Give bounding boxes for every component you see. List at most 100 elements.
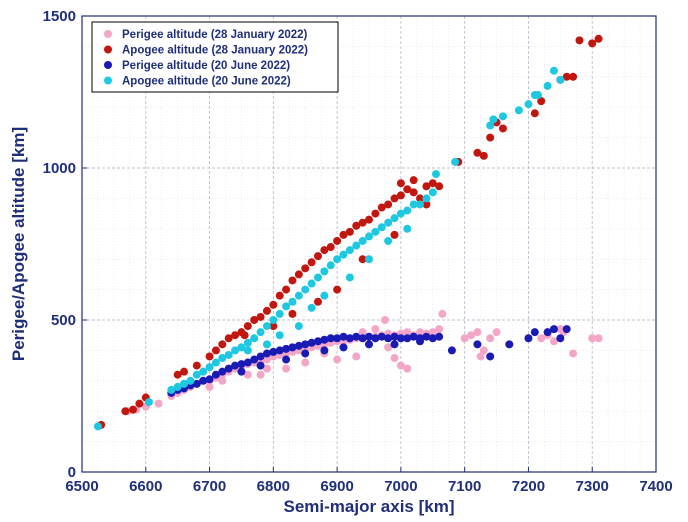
data-point bbox=[428, 179, 437, 188]
data-point bbox=[396, 361, 405, 370]
data-point bbox=[231, 331, 240, 340]
data-point bbox=[569, 72, 578, 81]
data-point bbox=[431, 170, 440, 179]
x-tick-label: 6900 bbox=[320, 478, 353, 495]
plot-frame bbox=[81, 15, 657, 473]
data-point bbox=[173, 382, 182, 391]
data-point bbox=[224, 350, 233, 359]
data-point bbox=[301, 340, 310, 349]
data-point bbox=[498, 112, 507, 121]
data-point bbox=[451, 157, 460, 166]
data-point bbox=[486, 121, 495, 130]
x-tick-label: 7300 bbox=[576, 478, 609, 495]
data-point bbox=[352, 241, 361, 250]
data-point bbox=[301, 349, 310, 358]
data-point bbox=[365, 215, 373, 224]
data-point bbox=[422, 200, 431, 209]
data-point bbox=[288, 343, 297, 352]
data-point bbox=[588, 39, 597, 48]
data-point bbox=[549, 325, 558, 334]
data-point bbox=[416, 200, 425, 209]
data-point bbox=[594, 34, 603, 43]
data-points bbox=[93, 34, 603, 431]
data-point bbox=[192, 370, 201, 379]
data-point bbox=[256, 361, 265, 370]
data-point bbox=[301, 264, 310, 273]
data-point bbox=[416, 194, 425, 203]
data-point bbox=[390, 340, 399, 349]
data-point bbox=[256, 328, 265, 337]
data-point bbox=[180, 379, 189, 388]
data-point bbox=[556, 75, 565, 84]
data-point bbox=[243, 322, 252, 331]
data-point bbox=[326, 243, 335, 252]
data-point bbox=[237, 343, 246, 352]
data-point bbox=[282, 344, 291, 353]
legend-label: Perigee altitude (20 June 2022) bbox=[122, 60, 290, 72]
data-point bbox=[409, 200, 418, 209]
series-3 bbox=[167, 325, 571, 397]
x-axis-title: Semi-major axis [km] bbox=[283, 497, 454, 516]
data-point bbox=[403, 185, 412, 194]
data-point bbox=[543, 328, 552, 337]
data-point bbox=[562, 325, 571, 334]
data-point bbox=[288, 297, 297, 306]
data-point bbox=[396, 209, 405, 218]
data-point bbox=[339, 250, 348, 259]
data-point bbox=[320, 346, 329, 355]
data-point bbox=[192, 379, 201, 388]
data-point bbox=[345, 227, 354, 236]
data-point bbox=[476, 352, 485, 361]
data-point bbox=[237, 367, 246, 376]
data-point bbox=[307, 338, 316, 347]
data-point bbox=[358, 218, 367, 227]
data-point bbox=[313, 337, 322, 346]
data-point bbox=[224, 334, 233, 343]
data-point bbox=[218, 376, 227, 385]
data-point bbox=[569, 349, 578, 358]
data-point bbox=[524, 100, 533, 109]
data-point bbox=[505, 340, 514, 349]
data-point bbox=[588, 334, 597, 343]
data-point bbox=[262, 349, 271, 358]
data-point bbox=[211, 370, 220, 379]
data-point bbox=[384, 343, 393, 352]
data-point bbox=[473, 340, 482, 349]
data-point bbox=[358, 255, 367, 264]
data-point bbox=[282, 355, 291, 364]
y-tick-label: 0 bbox=[68, 464, 76, 481]
x-tick-label: 6800 bbox=[257, 478, 290, 495]
data-point bbox=[192, 361, 201, 370]
data-point bbox=[352, 352, 361, 361]
data-point bbox=[243, 370, 252, 379]
data-point bbox=[154, 399, 163, 408]
x-tick-label: 6700 bbox=[193, 478, 226, 495]
legend-marker bbox=[104, 61, 112, 69]
data-point bbox=[307, 279, 316, 288]
data-point bbox=[460, 334, 469, 343]
legend-label: Perigee altitude (28 January 2022) bbox=[122, 29, 308, 41]
data-point bbox=[473, 148, 482, 157]
data-point bbox=[301, 358, 310, 367]
data-point bbox=[447, 346, 456, 355]
legend-marker bbox=[104, 76, 112, 85]
data-point bbox=[380, 316, 389, 324]
data-point bbox=[530, 328, 539, 337]
data-point bbox=[403, 328, 412, 337]
data-point bbox=[211, 358, 220, 367]
data-point bbox=[243, 338, 252, 347]
data-point bbox=[250, 334, 259, 343]
data-point bbox=[135, 399, 144, 408]
data-point bbox=[313, 252, 322, 261]
data-point bbox=[333, 236, 342, 245]
data-point bbox=[205, 375, 214, 384]
data-point bbox=[224, 364, 233, 373]
data-point bbox=[313, 273, 322, 282]
data-point bbox=[377, 203, 386, 212]
x-tick-label: 7200 bbox=[512, 478, 545, 495]
data-point bbox=[365, 232, 373, 241]
data-point bbox=[275, 331, 284, 340]
data-point bbox=[537, 334, 546, 343]
data-point bbox=[435, 332, 444, 341]
data-point bbox=[231, 361, 240, 370]
